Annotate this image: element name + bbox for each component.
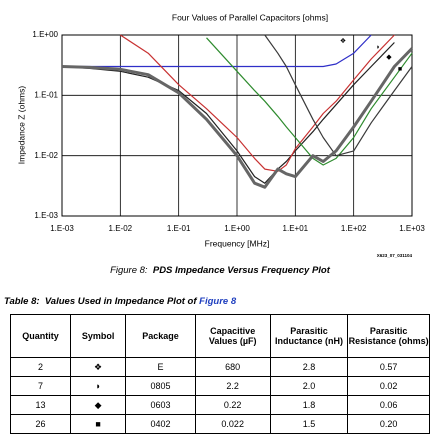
table-cell: 0.22 (194, 395, 271, 415)
chart-title: Four Values of Parallel Capacitors [ohms… (172, 12, 328, 22)
x-tick-label: 1.E+00 (224, 224, 250, 233)
table-caption: Table 8: Values Used in Impedance Plot o… (4, 296, 236, 307)
series-line (62, 34, 372, 68)
x-tick-label: 1.E+02 (341, 224, 367, 233)
table-row: 26 ■ 0402 0.022 1.5 0.20 (9, 414, 430, 434)
y-tick-label: 1.E-02 (34, 151, 58, 160)
x-axis-label: Frequency [MHz] (205, 238, 270, 248)
caption-label: Table 8: (4, 296, 40, 307)
x-tick-label: 1.E+01 (283, 224, 309, 233)
table-cell: 0.02 (347, 376, 430, 396)
table-cell: 0.20 (347, 414, 430, 434)
header-cell: Capacitive Values (µF) (194, 314, 271, 358)
caption-text: Values Used in Impedance Plot of (44, 296, 197, 307)
caption-text: PDS Impedance Versus Frequency Plot (152, 265, 330, 276)
table-cell: 7 (9, 376, 72, 396)
table-cell: 680 (194, 357, 271, 377)
series-line (119, 34, 395, 172)
x-tick-label: 1.E+03 (399, 224, 425, 233)
curve-symbol: ◆ (386, 54, 392, 61)
table-cell: 2.8 (269, 357, 349, 377)
table-cell: 0402 (125, 414, 196, 434)
header-cell: Parasitic Resistance (ohms) (347, 314, 430, 358)
series-line (61, 47, 414, 189)
table-cell: 0603 (125, 395, 196, 415)
y-tick-label: 1.E-01 (34, 90, 58, 99)
header-cell: Quantity (9, 314, 72, 358)
header-cell: Symbol (70, 314, 127, 358)
table-cell: 26 (9, 414, 72, 434)
table-cell: 1.8 (269, 395, 349, 415)
figure-caption: Figure 8: PDS Impedance Versus Frequency… (0, 265, 440, 276)
table-cell: 0805 (125, 376, 196, 396)
header-cell: Parasitic Inductance (nH) (269, 314, 349, 358)
table-cell: 2 (9, 357, 72, 377)
caption-link[interactable]: Figure 8 (199, 296, 237, 307)
table-row: 13 ◆ 0603 0.22 1.8 0.06 (9, 395, 430, 415)
series-line (206, 37, 413, 166)
y-axis-label: Impedance Z (ohms) (16, 86, 26, 165)
curve-symbol: ◗ (376, 44, 380, 51)
y-tick-label: 1.E-03 (34, 211, 58, 220)
table-cell: 0.022 (194, 414, 271, 434)
table-cell: E (125, 357, 196, 377)
table-cell: 0.06 (347, 395, 430, 415)
table-row: 7 ◗ 0805 2.2 2.0 0.02 (9, 376, 430, 396)
x-tick-label: 1.E-03 (50, 224, 74, 233)
y-tick-label: 1.E+00 (32, 30, 58, 39)
table-cell: 13 (9, 395, 72, 415)
table-row: 2 ❖ E 680 2.8 0.57 (9, 357, 430, 377)
table-cell: ◆ (70, 395, 127, 415)
plot-frame (61, 34, 413, 217)
x-tick-label: 1.E-02 (109, 224, 133, 233)
figure-code: X623_07_031104 (377, 253, 413, 258)
table-cell: 0.57 (347, 357, 430, 377)
table-cell: ❖ (70, 357, 127, 377)
header-cell: Package (125, 314, 196, 358)
table-cell: 2.2 (194, 376, 271, 396)
curve-symbol: ■ (398, 66, 402, 73)
caption-label: Figure 8: (110, 265, 148, 276)
table-cell: ■ (70, 414, 127, 434)
x-tick-label: 1.E-01 (167, 224, 191, 233)
table-cell: ◗ (70, 376, 127, 396)
header-row: Quantity Symbol Package Capacitive Values (… (9, 314, 430, 358)
table-cell: 1.5 (269, 414, 349, 434)
chart: Four Values of Parallel Capacitors [ohms… (16, 12, 425, 258)
series-line (264, 34, 413, 157)
table-cell: 2.0 (269, 376, 349, 396)
series-line (61, 42, 395, 184)
curve-symbol: ❖ (340, 38, 346, 45)
table: Quantity Symbol Package Capacitive Values (… (9, 314, 430, 434)
